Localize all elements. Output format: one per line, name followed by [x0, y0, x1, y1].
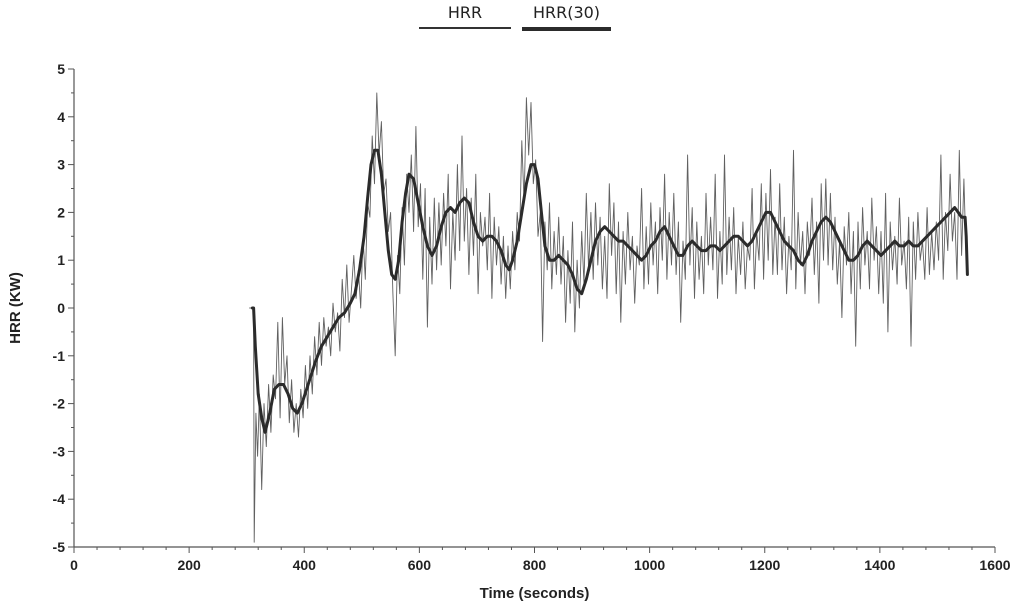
legend-swatch-hrr30 [522, 27, 611, 31]
y-tick-label: -1 [53, 348, 66, 364]
axes: 0 200 400 600 800 1000 1200 1400 1600 5 4 3 2 1 0 -1 -2 -… [53, 61, 1011, 573]
series-line-hrr30 [250, 148, 969, 434]
y-tick-label: -4 [53, 491, 66, 507]
legend-swatch-hrr [419, 27, 511, 29]
x-tick-label: 600 [408, 557, 432, 573]
legend-item-hrr30: HRR(30) [522, 2, 611, 36]
y-tick-label: -5 [53, 539, 66, 555]
y-tick-label: 0 [57, 300, 65, 316]
x-tick-label: 1200 [749, 557, 780, 573]
y-tick-label: -3 [53, 443, 66, 459]
legend-label-hrr: HRR [447, 3, 483, 22]
y-axis-title: HRR (KW) [7, 272, 24, 344]
y-tick-label: 2 [57, 204, 65, 220]
legend-label-hrr30: HRR(30) [532, 3, 601, 22]
legend-item-hrr: HRR [419, 2, 511, 36]
y-tick-label: 3 [57, 157, 65, 173]
x-tick-label: 400 [293, 557, 317, 573]
x-axis-title: Time (seconds) [480, 585, 590, 602]
x-tick-label: 1600 [979, 557, 1010, 573]
x-tick-label: 1400 [864, 557, 895, 573]
y-tick-label: 4 [57, 109, 65, 125]
y-tick-label: 1 [57, 252, 65, 268]
x-tick-label: 200 [177, 557, 201, 573]
y-tick-label: 5 [57, 61, 65, 77]
x-tick-label: 1000 [634, 557, 665, 573]
y-tick-label: -2 [53, 396, 66, 412]
x-tick-label: 0 [70, 557, 78, 573]
series-layer [249, 92, 969, 543]
series-line-hrr [249, 92, 968, 543]
x-tick-label: 800 [523, 557, 547, 573]
legend: HRR HRR(30) [0, 0, 1011, 40]
